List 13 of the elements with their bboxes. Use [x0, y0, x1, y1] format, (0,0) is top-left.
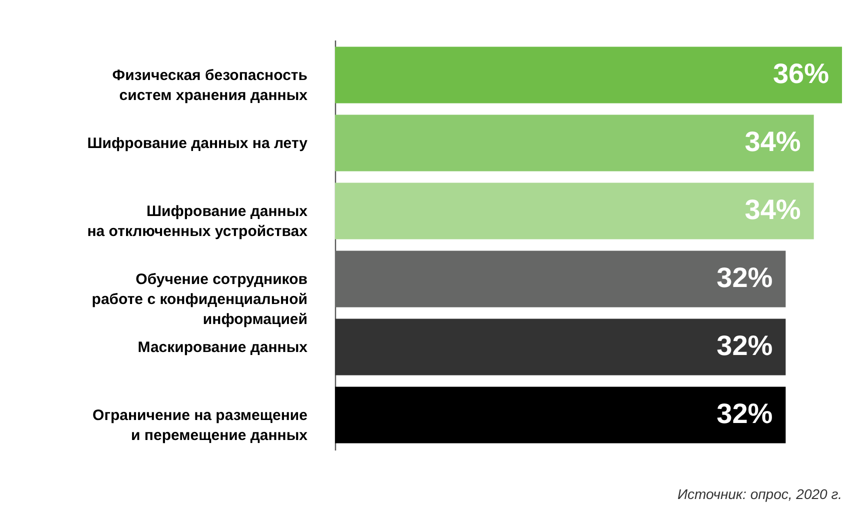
y-tick-label: Ограничение на размещение и перемещение данных — [92, 406, 308, 444]
data-label: 34% — [744, 126, 801, 158]
data-label: 34% — [744, 194, 801, 226]
text: Источник: опрос, 2020 г. — [678, 486, 842, 502]
y-tick-label: Маскирование данных — [138, 338, 308, 356]
data-label: 32% — [716, 262, 773, 293]
y-tick-label: Физическая безопасность систем хранения данных — [112, 67, 308, 104]
data-label: 32% — [716, 330, 773, 361]
data-label: 36% — [772, 58, 830, 90]
data-label: 32% — [716, 398, 773, 429]
y-tick-label: Обучение сотрудников работе с конфиденциальной информацией — [92, 270, 308, 328]
y-tick-label: Шифрование данных на отключенных устройствах — [87, 203, 308, 240]
y-tick-label: Шифрование данных на лету — [87, 135, 308, 152]
